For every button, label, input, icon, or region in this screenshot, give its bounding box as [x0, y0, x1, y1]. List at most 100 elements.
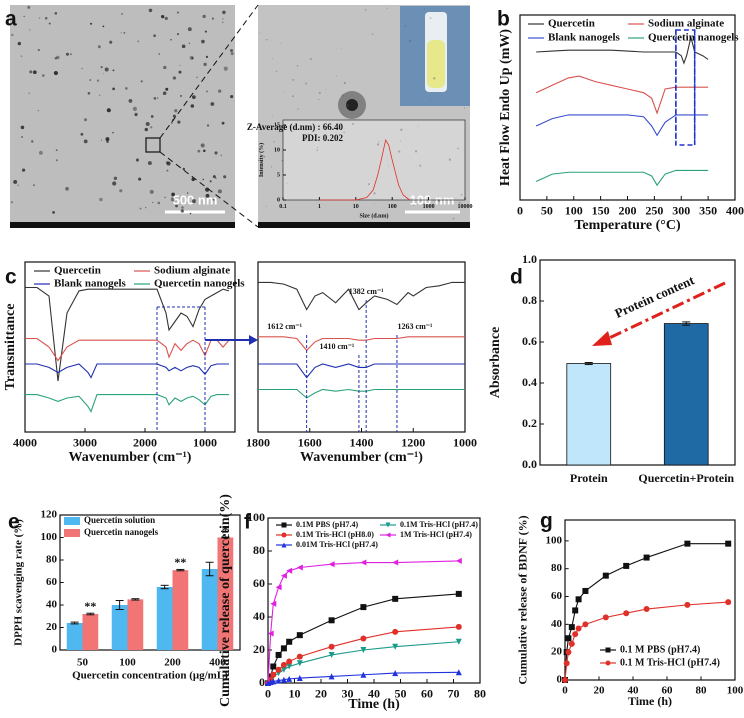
x-axis-label: Time (h)	[348, 697, 400, 712]
speckle	[55, 159, 58, 162]
speckle	[182, 167, 186, 171]
image-strip	[10, 222, 235, 228]
speckle	[221, 121, 225, 125]
plot-frame	[24, 261, 236, 433]
marker	[275, 584, 282, 591]
peak-label: 1410 cm⁻¹	[319, 342, 354, 351]
peak-label: 1263 cm⁻¹	[398, 322, 433, 331]
speckle	[413, 204, 415, 207]
speckle	[149, 189, 154, 194]
marker	[568, 640, 575, 647]
speckle	[144, 127, 148, 132]
marker	[267, 673, 274, 680]
speckle	[283, 92, 285, 94]
marker	[280, 572, 287, 579]
speckle	[150, 115, 154, 118]
legend-label: 0.1M Tris-HCl (pH7.4)	[400, 520, 478, 529]
x-tick-label: 100	[388, 204, 397, 210]
x-tick-label: 1600	[298, 436, 322, 450]
speckle	[318, 91, 321, 94]
legend-label: 1M Tris-HCl (pH7.4)	[400, 530, 472, 539]
speckle	[189, 55, 194, 60]
y-tick-label: 40	[46, 599, 58, 611]
speckle	[202, 178, 205, 181]
speckle	[54, 57, 57, 60]
speckle	[100, 66, 103, 69]
x-tick-label: 150	[592, 204, 610, 218]
speckle	[452, 217, 455, 220]
marker	[392, 643, 399, 650]
speckle	[123, 32, 126, 34]
speckle	[83, 139, 88, 144]
speckle	[220, 154, 223, 157]
speckle	[166, 169, 169, 172]
y-tick-label: 0.8	[522, 293, 537, 307]
speckle	[205, 55, 209, 58]
speckle	[230, 52, 234, 56]
speckle	[209, 180, 212, 183]
x-tick-label: 1800	[246, 436, 270, 450]
speckle	[20, 55, 23, 57]
significance: **	[84, 599, 96, 613]
marker	[602, 614, 609, 621]
speckle	[376, 143, 380, 146]
series-line	[258, 388, 465, 399]
speckle	[206, 90, 208, 93]
speckle	[202, 14, 206, 19]
marker	[296, 675, 303, 682]
speckle	[27, 5, 31, 9]
speckle	[99, 94, 101, 96]
marker	[281, 532, 287, 538]
speckle	[164, 196, 166, 199]
annotation-arrowhead	[592, 331, 612, 346]
y-tick-label: 10	[274, 147, 280, 153]
marker	[275, 666, 282, 673]
marker	[392, 670, 399, 677]
speckle	[28, 92, 30, 94]
speckle	[96, 79, 100, 82]
significance: **	[174, 555, 186, 569]
legend-label: Quercetin solution	[84, 515, 155, 525]
speckle	[223, 175, 227, 179]
x-axis-label: Time (h)	[628, 694, 672, 708]
speckle	[32, 70, 37, 75]
x-tick-label: 200	[164, 657, 181, 669]
speckle	[419, 164, 422, 167]
particle	[346, 99, 358, 111]
speckle	[417, 125, 419, 127]
speckle	[42, 74, 45, 77]
bar	[566, 363, 612, 466]
marker	[286, 567, 293, 574]
speckle	[460, 193, 463, 196]
speckle	[204, 30, 207, 33]
speckle	[157, 201, 161, 205]
annotation: Z-Average (d.nm) : 66.40	[247, 122, 344, 132]
legend-label: Blank nanogels	[548, 32, 621, 44]
speckle	[165, 87, 169, 91]
speckle	[222, 10, 226, 15]
marker	[286, 658, 293, 665]
y-tick-label: 0	[259, 675, 265, 689]
bar	[111, 605, 128, 650]
speckle	[429, 98, 431, 100]
marker	[281, 542, 287, 548]
bar	[217, 537, 234, 650]
speckle	[189, 212, 192, 215]
speckle	[134, 112, 138, 117]
speckle	[100, 139, 102, 141]
bar	[66, 623, 83, 650]
marker	[328, 643, 335, 650]
marker	[270, 600, 277, 607]
speckle	[121, 13, 123, 15]
y-tick-label: 60	[46, 576, 58, 588]
x-tick-label: 200	[619, 204, 637, 218]
speckle	[429, 17, 432, 19]
marker	[360, 604, 367, 611]
peak-label: 1382 cm⁻¹	[349, 287, 384, 296]
x-tick-label: 60	[421, 687, 433, 701]
speckle	[181, 44, 186, 49]
marker	[563, 660, 570, 667]
marker	[562, 677, 568, 683]
speckle	[218, 89, 222, 93]
speckle	[191, 95, 196, 99]
